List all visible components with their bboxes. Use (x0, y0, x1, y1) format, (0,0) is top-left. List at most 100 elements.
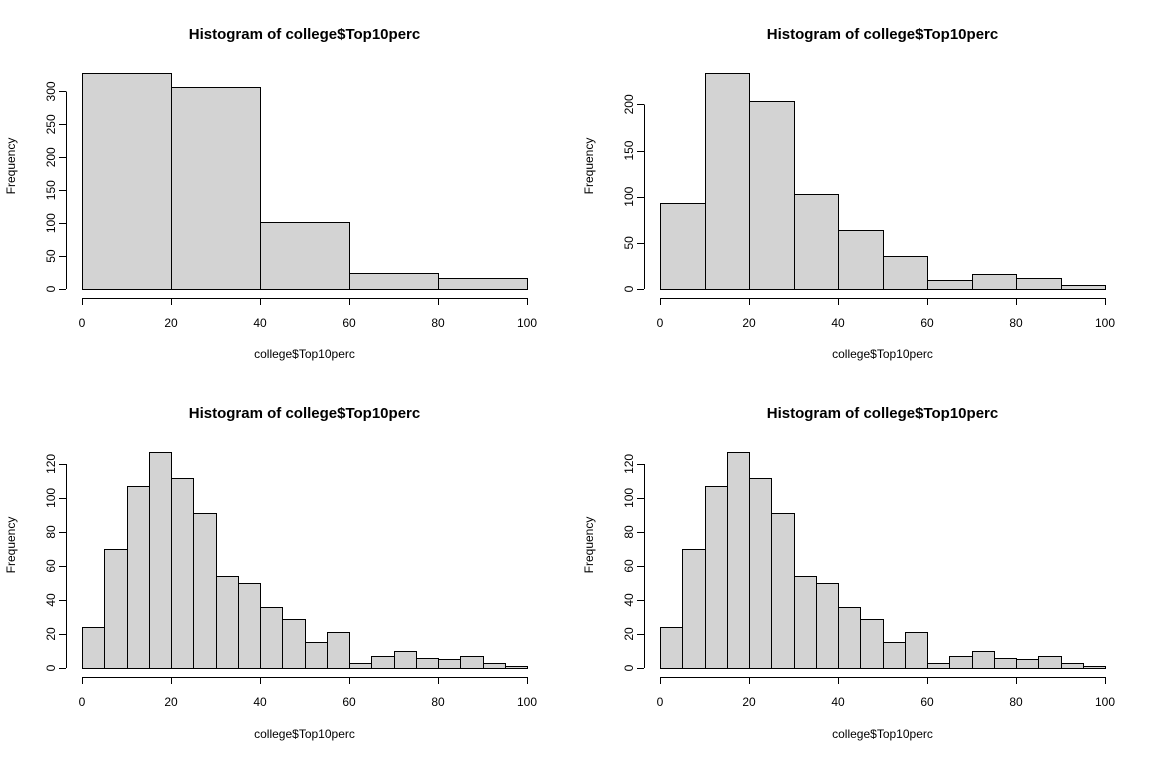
x-tick-label: 100 (1095, 695, 1115, 709)
y-tick-label: 40 (622, 593, 636, 607)
y-tick-label: 300 (44, 81, 58, 101)
histogram-bar (883, 256, 928, 290)
histogram-bar (838, 607, 861, 669)
y-tick-label: 120 (622, 454, 636, 474)
y-tick-label: 50 (44, 249, 58, 263)
chart-title: Histogram of college$Top10perc (767, 26, 998, 43)
histogram-bar (972, 274, 1017, 290)
x-tick-label: 80 (1009, 695, 1023, 709)
y-tick-label: 20 (622, 627, 636, 641)
histogram-bar (749, 478, 772, 669)
histogram-panel-3: Histogram of college$Top10perc 0 20 40 60 80 1… (4, 405, 537, 741)
x-tick-label: 40 (253, 695, 267, 709)
y-tick-label: 0 (622, 285, 636, 292)
histogram-panel-4: Histogram of college$Top10perc 0 20 40 60 80 1… (582, 405, 1115, 741)
histogram-bar (371, 656, 395, 669)
histogram-bar (927, 280, 973, 290)
y-tick-label: 20 (44, 627, 58, 641)
histogram-bar (1038, 656, 1062, 669)
x-tick-label: 60 (920, 695, 934, 709)
histogram-bar (149, 452, 172, 669)
x-axis-label: college$Top10perc (254, 727, 355, 741)
x-tick-label: 60 (342, 695, 356, 709)
histogram-bar (238, 583, 261, 669)
y-axis-label: Frequency (582, 138, 596, 195)
y-tick-label: 100 (622, 488, 636, 508)
histogram-bar (394, 651, 417, 669)
histogram-bar (1061, 285, 1106, 290)
y-tick-label: 100 (44, 213, 58, 233)
x-tick-label: 40 (831, 695, 845, 709)
x-tick-label: 60 (342, 316, 356, 330)
histogram-bar (216, 576, 239, 669)
x-tick-label: 100 (1095, 316, 1115, 330)
histogram-bar (794, 194, 839, 290)
histogram-bar (860, 619, 884, 669)
y-tick-label: 200 (44, 147, 58, 167)
histogram-bar (1061, 663, 1084, 669)
x-axis-label: college$Top10perc (254, 347, 355, 361)
x-axis-label: college$Top10perc (832, 727, 933, 741)
histogram-bar (838, 230, 884, 290)
y-axis-label: Frequency (582, 517, 596, 574)
x-tick-label: 20 (164, 695, 178, 709)
histogram-bar (771, 513, 795, 669)
y-tick-label: 150 (44, 180, 58, 200)
y-tick-label: 60 (44, 559, 58, 573)
histogram-bar (460, 656, 484, 669)
y-tick-label: 0 (44, 285, 58, 292)
y-axis-label: Frequency (4, 517, 18, 574)
chart-title: Histogram of college$Top10perc (767, 405, 998, 422)
histogram-bar (282, 619, 306, 669)
histogram-bar (883, 642, 906, 669)
histogram-bar (660, 203, 706, 290)
y-tick-label: 0 (44, 664, 58, 671)
x-tick-label: 0 (657, 695, 664, 709)
y-tick-label: 250 (44, 114, 58, 134)
x-tick-label: 20 (742, 316, 756, 330)
x-tick-label: 40 (831, 316, 845, 330)
histogram-bar (82, 627, 105, 669)
y-tick-label: 0 (622, 664, 636, 671)
y-axis-label: Frequency (4, 138, 18, 195)
histogram-bar (1016, 659, 1039, 669)
histogram-bar (82, 73, 172, 290)
histogram-bar (705, 73, 750, 290)
histogram-bar (260, 222, 350, 290)
histogram-bar (727, 452, 750, 669)
histogram-bar (104, 549, 128, 669)
y-tick-label: 200 (622, 94, 636, 114)
histogram-bar (438, 278, 528, 290)
x-tick-label: 20 (164, 316, 178, 330)
histogram-bar (438, 659, 461, 669)
histogram-bar (171, 87, 261, 290)
histogram-bar (171, 478, 194, 669)
histogram-bar (305, 642, 328, 669)
y-tick-label: 80 (44, 525, 58, 539)
histogram-bar (682, 549, 706, 669)
y-tick-label: 50 (622, 236, 636, 250)
histogram-bar (905, 632, 928, 669)
histogram-bar (327, 632, 350, 669)
histogram-bar (193, 513, 217, 669)
chart-title: Histogram of college$Top10perc (189, 26, 420, 43)
histogram-bar (794, 576, 817, 669)
y-tick-label: 80 (622, 525, 636, 539)
x-tick-label: 0 (79, 695, 86, 709)
x-tick-label: 40 (253, 316, 267, 330)
histogram-bar (349, 663, 372, 669)
x-tick-label: 0 (79, 316, 86, 330)
y-tick-label: 100 (622, 186, 636, 206)
y-tick-label: 120 (44, 454, 58, 474)
histogram-bar (1083, 666, 1106, 669)
histogram-panel-2: Histogram of college$Top10perc 0 20 40 60 80 1… (582, 26, 1115, 361)
histogram-bar (972, 651, 995, 669)
y-tick-label: 60 (622, 559, 636, 573)
x-tick-label: 80 (431, 316, 445, 330)
histogram-bar (660, 627, 683, 669)
histogram-bar (505, 666, 528, 669)
histogram-bar (349, 273, 439, 290)
histogram-bar (705, 486, 728, 669)
histogram-bar (127, 486, 150, 669)
